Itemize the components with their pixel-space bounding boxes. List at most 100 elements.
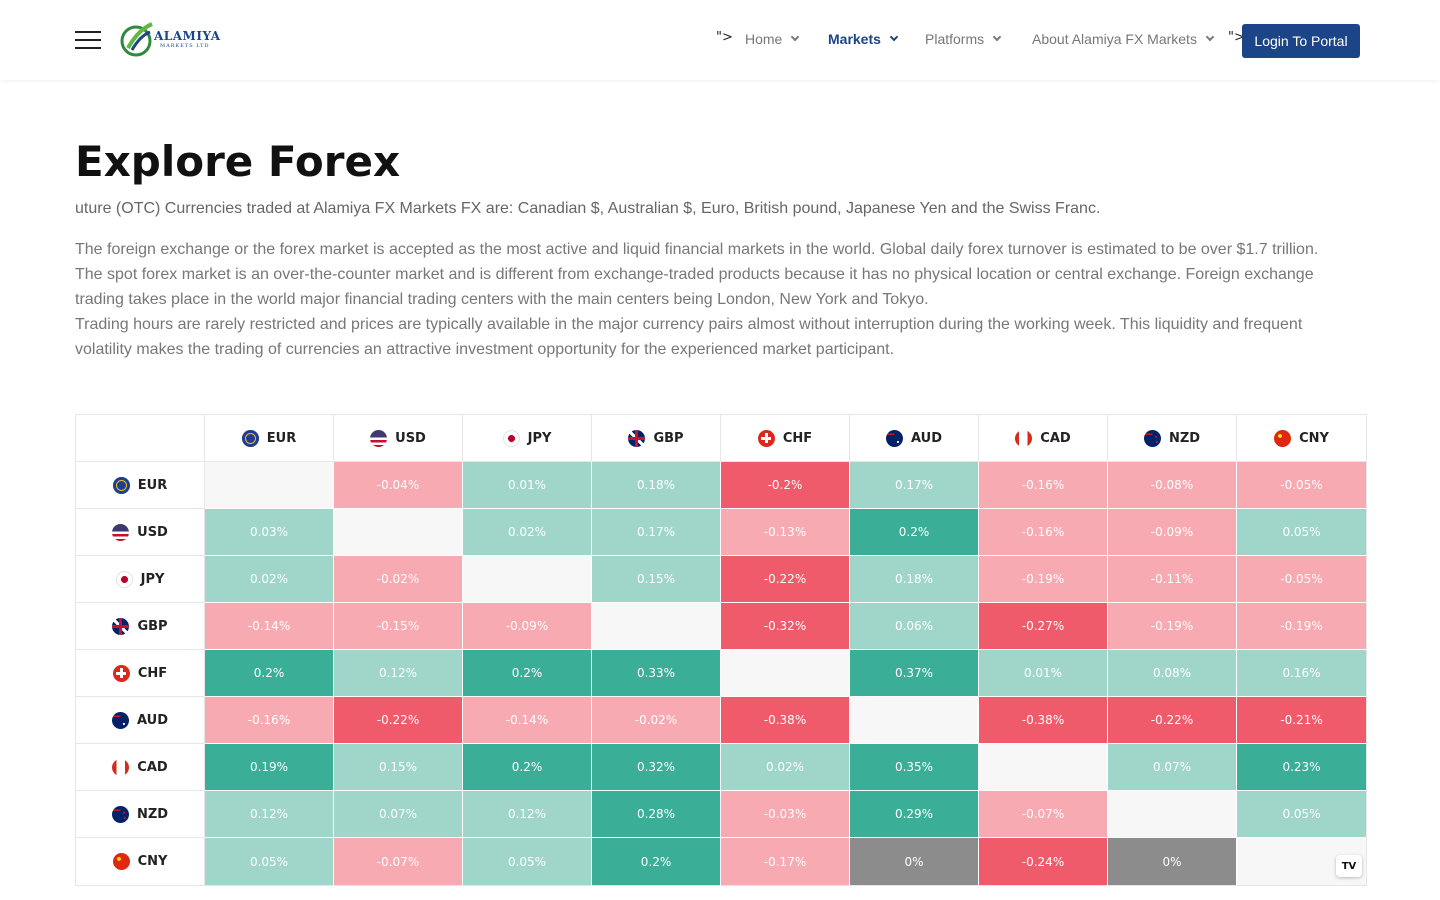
- heatmap-cell[interactable]: -0.19%: [979, 556, 1108, 603]
- heatmap-cell[interactable]: 0.15%: [592, 556, 721, 603]
- nav-platforms[interactable]: Platforms: [925, 31, 1002, 47]
- heatmap-cell[interactable]: 0.02%: [205, 556, 334, 603]
- heatmap-cell[interactable]: 0.05%: [205, 838, 334, 885]
- heatmap-cell[interactable]: -0.22%: [721, 556, 850, 603]
- heatmap-cell[interactable]: -0.11%: [1108, 556, 1237, 603]
- heatmap-cell[interactable]: -0.16%: [205, 697, 334, 744]
- heatmap-cell[interactable]: 0.03%: [205, 509, 334, 556]
- heatmap-cell[interactable]: -0.19%: [1237, 603, 1366, 650]
- heatmap-cell[interactable]: -0.16%: [979, 462, 1108, 509]
- heatmap-empty-cell: [592, 603, 721, 650]
- heatmap-cell[interactable]: 0.12%: [334, 650, 463, 697]
- heatmap-cell[interactable]: -0.32%: [721, 603, 850, 650]
- nav-about[interactable]: About Alamiya FX Markets: [1032, 31, 1215, 47]
- row-header-gbp[interactable]: GBP: [76, 603, 205, 650]
- heatmap-cell[interactable]: 0.19%: [205, 744, 334, 791]
- heatmap-cell[interactable]: 0.01%: [979, 650, 1108, 697]
- login-to-portal-button[interactable]: Login To Portal: [1242, 24, 1360, 58]
- heatmap-cell[interactable]: 0.15%: [334, 744, 463, 791]
- heatmap-cell[interactable]: -0.07%: [979, 791, 1108, 838]
- heatmap-cell[interactable]: -0.02%: [592, 697, 721, 744]
- heatmap-cell[interactable]: -0.14%: [463, 697, 592, 744]
- column-header-jpy[interactable]: JPY: [463, 415, 592, 462]
- heatmap-cell[interactable]: 0.02%: [721, 744, 850, 791]
- row-header-cad[interactable]: CAD: [76, 744, 205, 791]
- heatmap-cell[interactable]: 0.18%: [850, 556, 979, 603]
- heatmap-cell[interactable]: -0.19%: [1108, 603, 1237, 650]
- heatmap-cell[interactable]: 0.2%: [463, 744, 592, 791]
- heatmap-cell[interactable]: -0.09%: [463, 603, 592, 650]
- heatmap-cell[interactable]: 0.2%: [205, 650, 334, 697]
- heatmap-cell[interactable]: -0.38%: [721, 697, 850, 744]
- heatmap-cell[interactable]: -0.38%: [979, 697, 1108, 744]
- site-logo[interactable]: ALAMIYA MARKETS LTD: [118, 20, 220, 60]
- row-header-chf[interactable]: CHF: [76, 650, 205, 697]
- heatmap-cell[interactable]: -0.2%: [721, 462, 850, 509]
- currency-code: CHF: [782, 430, 813, 446]
- heatmap-cell[interactable]: 0.29%: [850, 791, 979, 838]
- heatmap-cell[interactable]: 0.05%: [463, 838, 592, 885]
- tradingview-logo-icon[interactable]: TV: [1336, 855, 1362, 877]
- heatmap-cell[interactable]: -0.14%: [205, 603, 334, 650]
- heatmap-cell[interactable]: 0.17%: [850, 462, 979, 509]
- heatmap-cell[interactable]: 0.32%: [592, 744, 721, 791]
- heatmap-cell[interactable]: -0.24%: [979, 838, 1108, 885]
- column-header-aud[interactable]: AUD: [850, 415, 979, 462]
- row-header-aud[interactable]: AUD: [76, 697, 205, 744]
- row-header-nzd[interactable]: NZD: [76, 791, 205, 838]
- heatmap-cell[interactable]: 0%: [1108, 838, 1237, 885]
- column-header-eur[interactable]: EUR: [205, 415, 334, 462]
- heatmap-cell[interactable]: 0.08%: [1108, 650, 1237, 697]
- heatmap-cell[interactable]: 0.17%: [592, 509, 721, 556]
- heatmap-cell[interactable]: -0.04%: [334, 462, 463, 509]
- heatmap-cell[interactable]: 0.33%: [592, 650, 721, 697]
- heatmap-cell[interactable]: -0.05%: [1237, 462, 1366, 509]
- heatmap-cell[interactable]: -0.17%: [721, 838, 850, 885]
- heatmap-cell[interactable]: -0.05%: [1237, 556, 1366, 603]
- heatmap-cell[interactable]: 0.07%: [334, 791, 463, 838]
- hamburger-menu-icon[interactable]: [75, 31, 101, 49]
- heatmap-cell[interactable]: 0.12%: [205, 791, 334, 838]
- heatmap-cell[interactable]: -0.22%: [334, 697, 463, 744]
- heatmap-cell[interactable]: -0.27%: [979, 603, 1108, 650]
- heatmap-cell[interactable]: 0.01%: [463, 462, 592, 509]
- row-header-cny[interactable]: CNY: [76, 838, 205, 885]
- row-header-usd[interactable]: USD: [76, 509, 205, 556]
- nav-markets[interactable]: Markets: [828, 31, 899, 47]
- heatmap-cell[interactable]: 0.23%: [1237, 744, 1366, 791]
- heatmap-cell[interactable]: -0.21%: [1237, 697, 1366, 744]
- heatmap-cell[interactable]: 0.07%: [1108, 744, 1237, 791]
- heatmap-cell[interactable]: 0.37%: [850, 650, 979, 697]
- heatmap-cell[interactable]: -0.15%: [334, 603, 463, 650]
- column-header-chf[interactable]: CHF: [721, 415, 850, 462]
- heatmap-cell[interactable]: 0.06%: [850, 603, 979, 650]
- heatmap-cell[interactable]: 0.28%: [592, 791, 721, 838]
- heatmap-cell[interactable]: 0.2%: [850, 509, 979, 556]
- heatmap-cell[interactable]: -0.13%: [721, 509, 850, 556]
- heatmap-cell[interactable]: 0.35%: [850, 744, 979, 791]
- heatmap-cell[interactable]: 0.2%: [463, 650, 592, 697]
- column-header-nzd[interactable]: NZD: [1108, 415, 1237, 462]
- heatmap-cell[interactable]: 0.2%: [592, 838, 721, 885]
- column-header-usd[interactable]: USD: [334, 415, 463, 462]
- row-header-jpy[interactable]: JPY: [76, 556, 205, 603]
- heatmap-cell[interactable]: 0.02%: [463, 509, 592, 556]
- heatmap-cell[interactable]: -0.09%: [1108, 509, 1237, 556]
- nav-home[interactable]: Home: [745, 31, 800, 47]
- heatmap-cell[interactable]: 0.18%: [592, 462, 721, 509]
- heatmap-cell[interactable]: -0.07%: [334, 838, 463, 885]
- column-header-cad[interactable]: CAD: [979, 415, 1108, 462]
- heatmap-cell[interactable]: -0.08%: [1108, 462, 1237, 509]
- heatmap-cell[interactable]: -0.02%: [334, 556, 463, 603]
- column-header-gbp[interactable]: GBP: [592, 415, 721, 462]
- heatmap-cell[interactable]: -0.22%: [1108, 697, 1237, 744]
- heatmap-cell[interactable]: 0.12%: [463, 791, 592, 838]
- heatmap-cell[interactable]: 0%: [850, 838, 979, 885]
- heatmap-cell[interactable]: -0.03%: [721, 791, 850, 838]
- heatmap-cell[interactable]: 0.05%: [1237, 791, 1366, 838]
- column-header-cny[interactable]: CNY: [1237, 415, 1366, 462]
- heatmap-cell[interactable]: 0.05%: [1237, 509, 1366, 556]
- heatmap-cell[interactable]: -0.16%: [979, 509, 1108, 556]
- row-header-eur[interactable]: EUR: [76, 462, 205, 509]
- heatmap-cell[interactable]: 0.16%: [1237, 650, 1366, 697]
